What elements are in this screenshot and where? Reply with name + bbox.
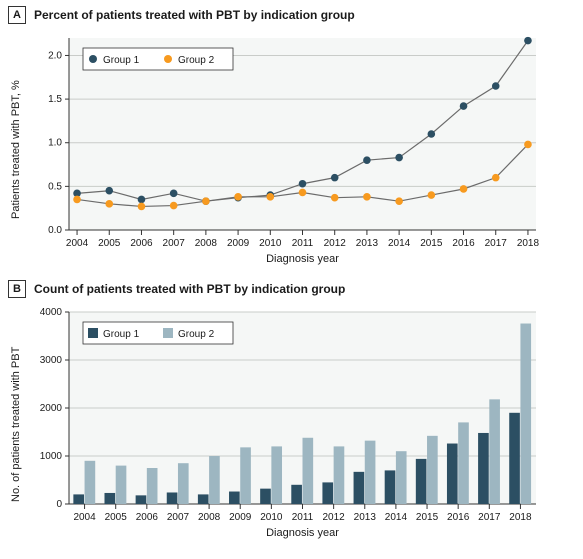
panel-b-chart-wrap: No. of patients treated with PBT 0 1000 20… <box>8 304 575 544</box>
svg-text:2008: 2008 <box>198 512 221 523</box>
figure-container: A Percent of patients treated with PBT b… <box>0 0 583 556</box>
panel-b-ylabel: No. of patients treated with PBT <box>8 304 24 544</box>
svg-text:2010: 2010 <box>259 238 282 249</box>
svg-text:2005: 2005 <box>105 512 128 523</box>
svg-text:2013: 2013 <box>354 512 377 523</box>
panel-b-svg: 0 1000 2000 3000 4000 2004 2005 2006 2007 2008 200… <box>24 304 544 544</box>
panel-a-header: A Percent of patients treated with PBT b… <box>8 6 575 24</box>
svg-text:2015: 2015 <box>420 238 443 249</box>
svg-text:2015: 2015 <box>416 512 439 523</box>
svg-text:2014: 2014 <box>385 512 408 523</box>
svg-text:2000: 2000 <box>40 403 63 414</box>
panel-a-ylabel: Patients treated with PBT, % <box>8 30 24 270</box>
svg-text:Diagnosis year: Diagnosis year <box>266 253 339 265</box>
svg-text:2017: 2017 <box>485 238 508 249</box>
svg-text:Group 1: Group 1 <box>103 55 140 66</box>
svg-text:0.5: 0.5 <box>48 181 62 192</box>
svg-text:2004: 2004 <box>73 512 96 523</box>
svg-text:2013: 2013 <box>356 238 379 249</box>
svg-text:2011: 2011 <box>292 238 314 249</box>
panel-b-caption: Count of patients treated with PBT by in… <box>34 282 345 296</box>
svg-text:2012: 2012 <box>324 238 347 249</box>
svg-text:2006: 2006 <box>136 512 159 523</box>
svg-text:2011: 2011 <box>292 512 314 523</box>
svg-text:2004: 2004 <box>66 238 89 249</box>
svg-text:1.0: 1.0 <box>48 138 62 149</box>
svg-text:2010: 2010 <box>260 512 283 523</box>
svg-text:2018: 2018 <box>517 238 540 249</box>
svg-text:2007: 2007 <box>167 512 190 523</box>
svg-text:2009: 2009 <box>229 512 252 523</box>
svg-text:Group 2: Group 2 <box>178 329 215 340</box>
svg-text:Diagnosis year: Diagnosis year <box>266 527 339 539</box>
svg-text:3000: 3000 <box>40 355 63 366</box>
panel-a-letter: A <box>8 6 26 24</box>
svg-text:4000: 4000 <box>40 307 63 318</box>
svg-text:1.5: 1.5 <box>48 94 62 105</box>
svg-text:2006: 2006 <box>130 238 153 249</box>
panel-a-caption: Percent of patients treated with PBT by … <box>34 8 355 22</box>
svg-text:2009: 2009 <box>227 238 250 249</box>
svg-text:2007: 2007 <box>163 238 186 249</box>
svg-text:2012: 2012 <box>323 512 346 523</box>
svg-text:2017: 2017 <box>478 512 501 523</box>
svg-text:1000: 1000 <box>40 451 63 462</box>
panel-a-chart-wrap: Patients treated with PBT, % 0.0 0.5 1.0 1.… <box>8 30 575 270</box>
panel-b-letter: B <box>8 280 26 298</box>
svg-text:Group 2: Group 2 <box>178 55 215 66</box>
panel-b-header: B Count of patients treated with PBT by … <box>8 280 575 298</box>
svg-text:Group 1: Group 1 <box>103 329 140 340</box>
svg-text:2016: 2016 <box>447 512 470 523</box>
svg-text:2016: 2016 <box>452 238 475 249</box>
svg-text:2005: 2005 <box>98 238 121 249</box>
svg-text:2008: 2008 <box>195 238 218 249</box>
svg-text:2.0: 2.0 <box>48 50 62 61</box>
svg-text:0: 0 <box>56 499 62 510</box>
svg-text:2018: 2018 <box>509 512 532 523</box>
panel-a-svg: 0.0 0.5 1.0 1.5 2.0 2004 2005 2006 2007 2008 2009 2… <box>24 30 544 270</box>
svg-text:0.0: 0.0 <box>48 225 62 236</box>
svg-text:2014: 2014 <box>388 238 411 249</box>
